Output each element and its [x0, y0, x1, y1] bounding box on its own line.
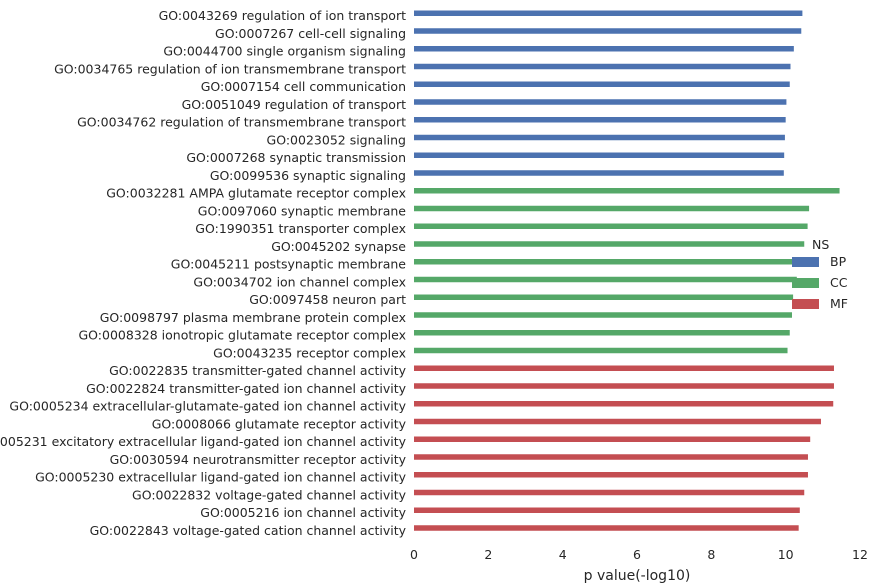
bar: [414, 223, 808, 229]
category-label: GO:0022832 voltage-gated channel activit…: [132, 487, 407, 502]
x-tick-label: 4: [559, 547, 567, 562]
bar: [414, 383, 834, 389]
legend-label: CC: [830, 275, 848, 290]
bar: [414, 63, 791, 70]
bar: [414, 525, 799, 531]
category-label: GO:0030594 neurotransmitter receptor act…: [110, 452, 407, 467]
bar: [414, 472, 808, 478]
bar: [414, 205, 810, 212]
category-label: GO:0043235 receptor complex: [213, 345, 406, 360]
bar: [414, 28, 802, 34]
bar: [414, 241, 805, 247]
x-axis-label: p value(-log10): [584, 568, 691, 584]
bar: [414, 188, 840, 194]
bar: [414, 259, 801, 265]
bar: [414, 46, 794, 52]
bar: [414, 81, 790, 87]
bar: [414, 418, 821, 425]
bar: [414, 347, 788, 354]
category-label: GO:1990351 transporter complex: [195, 221, 406, 236]
legend-swatch: [792, 257, 819, 267]
category-label: GO:0022843 voltage-gated cation channel …: [90, 523, 407, 538]
category-label: GO:0043269 regulation of ion transport: [159, 8, 407, 23]
bar: [414, 10, 803, 16]
category-label: GO:0097060 synaptic membrane: [198, 203, 407, 218]
category-label: GO:0007268 synaptic transmission: [186, 150, 406, 165]
bar: [414, 454, 808, 460]
category-label: GO:0008328 ionotropic glutamate receptor…: [79, 328, 407, 343]
category-label: GO:0022824 transmitter-gated ion channel…: [86, 381, 407, 396]
bar: [414, 99, 787, 105]
category-label: GO:0097458 neuron part: [249, 292, 406, 307]
category-label: GO:0034762 regulation of transmembrane t…: [77, 115, 406, 130]
bar: [414, 170, 784, 176]
legend-swatch: [792, 299, 819, 309]
bar: [414, 117, 786, 123]
bar: [414, 330, 790, 336]
legend-label: MF: [830, 296, 848, 311]
category-label: GO:0099536 synaptic signaling: [210, 168, 406, 183]
category-label: GO:0008066 glutamate receptor activity: [152, 416, 407, 431]
category-label: GO:0034702 ion channel complex: [193, 274, 406, 289]
bars-layer: [414, 10, 840, 531]
category-label: GO:0044700 single organism signaling: [163, 44, 406, 59]
category-label: GO:0045211 postsynaptic membrane: [171, 257, 407, 272]
category-label: GO:0032281 AMPA glutamate receptor compl…: [106, 186, 406, 201]
category-label: GO:0005216 ion channel activity: [200, 505, 406, 520]
x-tick-label: 6: [633, 547, 641, 562]
bar: [414, 507, 800, 513]
bar: [414, 489, 805, 496]
category-label: GO:0005231 excitatory extracellular liga…: [0, 434, 407, 449]
bar: [414, 276, 797, 283]
legend-label: BP: [830, 254, 847, 269]
category-label: GO:0007267 cell-cell signaling: [215, 26, 406, 41]
category-label: GO:0022835 transmitter-gated channel act…: [109, 363, 406, 378]
x-tick-label: 12: [852, 547, 868, 562]
bar: [414, 152, 785, 158]
bar: [414, 401, 834, 407]
category-label: GO:0007154 cell communication: [201, 79, 406, 94]
category-label: GO:0005234 extracellular-glutamate-gated…: [9, 399, 406, 414]
bar: [414, 365, 834, 371]
category-label: GO:0045202 synapse: [271, 239, 406, 254]
legend-swatch: [792, 278, 819, 288]
category-label: GO:0051049 regulation of transport: [182, 97, 407, 112]
bar: [414, 312, 792, 318]
bar: [414, 134, 785, 141]
category-label: GO:0098797 plasma membrane protein compl…: [100, 310, 406, 325]
x-tick-label: 8: [707, 547, 715, 562]
x-axis-ticks: 0 2 4 6 8 10 12: [410, 547, 868, 562]
x-tick-label: 10: [778, 547, 794, 562]
legend-title: NS: [812, 237, 829, 252]
bar: [414, 294, 794, 300]
category-label: GO:0023052 signaling: [267, 132, 406, 147]
category-labels: GO:0043269 regulation of ion transport GO…: [0, 8, 407, 538]
x-tick-label: 0: [410, 547, 418, 562]
category-label: GO:0005230 extracellular ligand-gated io…: [35, 470, 407, 485]
bar: [414, 436, 811, 442]
category-label: GO:0034765 regulation of ion transmembra…: [54, 61, 406, 76]
x-tick-label: 2: [484, 547, 492, 562]
